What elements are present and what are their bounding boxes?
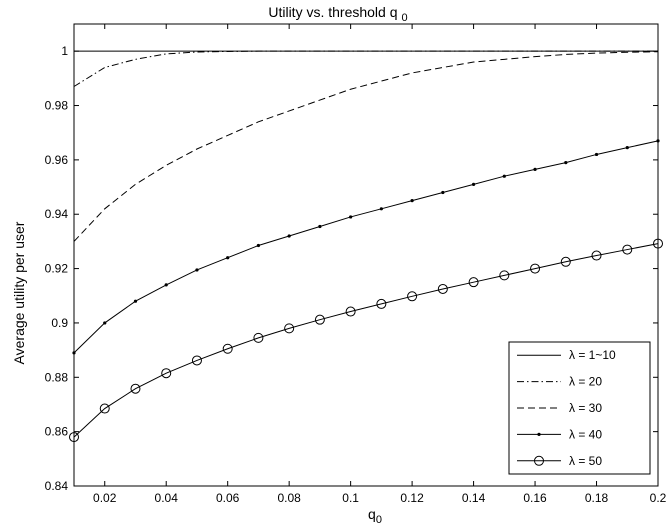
series-point-4 bbox=[471, 182, 476, 186]
series-point-5 bbox=[161, 368, 172, 379]
y-tick-label: 0.88 bbox=[45, 370, 69, 384]
series-point-5 bbox=[253, 332, 264, 343]
y-tick-label: 0.9 bbox=[51, 316, 68, 330]
series-point-5 bbox=[407, 291, 418, 302]
x-tick-label: 0.06 bbox=[216, 491, 240, 505]
x-tick-label: 0.04 bbox=[155, 491, 179, 505]
series-point-4 bbox=[502, 174, 506, 178]
series-point-4 bbox=[256, 243, 261, 248]
series-point-4 bbox=[226, 256, 230, 260]
legend-label: λ = 20 bbox=[569, 375, 602, 389]
series-line-4 bbox=[73, 140, 659, 354]
series-point-5 bbox=[376, 298, 387, 309]
series-point-4 bbox=[133, 299, 138, 303]
series-point-4 bbox=[564, 161, 568, 165]
y-tick-label: 0.94 bbox=[45, 207, 69, 221]
series-point-5 bbox=[591, 250, 602, 261]
chart-title-subscript: 0 bbox=[402, 12, 408, 24]
series-point-4 bbox=[318, 224, 322, 229]
legend-marker bbox=[537, 432, 541, 436]
x-tick-label: 0.08 bbox=[277, 491, 301, 505]
series-point-5 bbox=[622, 244, 633, 255]
y-axis-title: Average utility per user bbox=[11, 221, 27, 364]
x-tick-label: 0.12 bbox=[400, 491, 424, 505]
plot-frame bbox=[73, 23, 659, 487]
legend-label: λ = 50 bbox=[569, 454, 602, 468]
series-point-5 bbox=[437, 283, 448, 294]
series-point-5 bbox=[222, 343, 233, 354]
series-line-5 bbox=[73, 243, 659, 438]
series-point-5 bbox=[468, 277, 479, 288]
series-line-2 bbox=[73, 50, 658, 87]
chart-title: Utility vs. threshold q 0 bbox=[268, 4, 407, 24]
x-tick-label: 0.16 bbox=[523, 491, 547, 505]
series-point-5 bbox=[345, 306, 356, 317]
series-point-4 bbox=[164, 283, 168, 287]
x-tick-label: 0.1 bbox=[342, 491, 359, 505]
y-tick-label: 0.92 bbox=[45, 262, 69, 276]
y-tick-label: 1 bbox=[61, 44, 68, 58]
ticks-layer: 0.02 0.04 0.06 0.08 0.1 0.12 0.14 0.16 0.18 0.2 0.… bbox=[45, 24, 667, 505]
x-axis-title-subscript: 0 bbox=[376, 514, 382, 526]
series-point-5 bbox=[499, 270, 510, 281]
x-tick-label: 0.14 bbox=[462, 491, 486, 505]
series-point-4 bbox=[379, 207, 383, 211]
series-point-4 bbox=[441, 190, 445, 195]
y-tick-label: 0.86 bbox=[45, 425, 69, 439]
series-point-5 bbox=[530, 263, 541, 274]
legend-label: λ = 40 bbox=[569, 427, 602, 441]
series-point-4 bbox=[195, 268, 199, 272]
series-point-4 bbox=[594, 152, 599, 157]
legend-label: λ = 30 bbox=[569, 401, 602, 415]
y-tick-label: 0.84 bbox=[45, 479, 69, 493]
series-point-5 bbox=[99, 403, 110, 414]
x-tick-label: 0.18 bbox=[585, 491, 609, 505]
series-point-5 bbox=[284, 323, 295, 334]
series-point-5 bbox=[560, 256, 571, 267]
series-point-5 bbox=[314, 314, 325, 325]
series-point-5 bbox=[130, 383, 141, 394]
x-axis-title: q0 bbox=[368, 506, 382, 526]
series-line-3 bbox=[73, 51, 659, 242]
series-point-4 bbox=[410, 199, 414, 203]
y-tick-label: 0.96 bbox=[45, 153, 69, 167]
series-point-5 bbox=[191, 355, 202, 366]
series-point-4 bbox=[625, 146, 629, 150]
x-tick-label: 0.02 bbox=[93, 491, 117, 505]
x-axis-title-main: q bbox=[368, 506, 376, 522]
x-tick-label: 0.2 bbox=[650, 491, 667, 505]
legend-label: λ = 1~10 bbox=[569, 348, 616, 362]
series-point-4 bbox=[533, 167, 537, 171]
series-point-4 bbox=[349, 215, 353, 219]
legend-marker bbox=[534, 455, 544, 466]
series-point-4 bbox=[103, 321, 107, 325]
legend: λ = 1~10 λ = 20 λ = 30 λ = 40 λ = 50 bbox=[508, 341, 651, 475]
chart-title-main: Utility vs. threshold q bbox=[268, 4, 397, 20]
series-point-4 bbox=[287, 234, 291, 238]
y-tick-label: 0.98 bbox=[45, 99, 69, 113]
